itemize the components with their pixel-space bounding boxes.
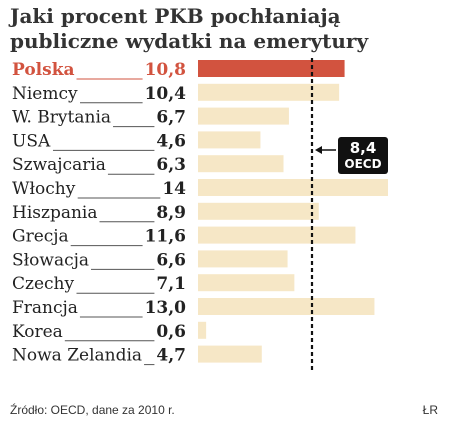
category-label-czechy: Czechy <box>12 274 74 294</box>
bar-rows: Polska 10,8 Niemcy 10,4 W. Brytania 6,7 USA 4,6… <box>12 60 388 366</box>
bar-hiszpania <box>198 202 319 220</box>
category-label-nowa-zelandia: Nowa Zelandia <box>12 346 142 366</box>
value-label-grecja: 11,6 <box>145 227 186 247</box>
bar-polska <box>198 60 345 77</box>
category-label-szwajcaria: Szwajcaria <box>12 155 106 175</box>
bar-usa <box>198 131 261 149</box>
bar-czechy <box>198 274 295 292</box>
category-label-francja: Francja <box>12 298 78 318</box>
category-label-niemcy: Niemcy <box>12 84 78 104</box>
chart-title-line-1: Jaki procent PKB pochłaniają <box>8 4 341 28</box>
category-label-grecja: Grecja <box>12 227 69 247</box>
category-label-usa: USA <box>12 131 51 151</box>
value-label-polska: 10,8 <box>145 60 186 80</box>
category-label-polska: Polska <box>12 60 75 80</box>
bar-w-brytania <box>198 107 289 125</box>
oecd-name-label: OECD <box>344 157 381 171</box>
value-label-francja: 13,0 <box>145 298 187 318</box>
chart-title-line-2: publiczne wydatki na emerytury <box>10 29 369 53</box>
value-label-czechy: 7,1 <box>156 274 186 294</box>
value-label-szwajcaria: 6,3 <box>156 155 186 175</box>
category-label-w-brytania: W. Brytania <box>12 108 111 128</box>
bar-niemcy <box>198 83 340 101</box>
category-label-włochy: Włochy <box>12 179 76 199</box>
bar-słowacja <box>198 250 288 268</box>
oecd-arrow-head <box>315 146 322 154</box>
bar-nowa-zelandia <box>198 345 262 363</box>
category-label-hiszpania: Hiszpania <box>12 203 97 223</box>
bar-szwajcaria <box>198 155 284 173</box>
bar-włochy <box>198 179 388 196</box>
author-credit: ŁR <box>423 403 439 417</box>
bar-francja <box>198 298 375 315</box>
bar-korea <box>198 321 207 339</box>
value-label-usa: 4,6 <box>156 131 186 151</box>
category-label-korea: Korea <box>12 322 63 342</box>
value-label-włochy: 14 <box>162 179 186 199</box>
value-label-korea: 0,6 <box>156 322 186 342</box>
oecd-label-box <box>338 137 388 174</box>
category-label-słowacja: Słowacja <box>12 250 89 270</box>
bar-grecja <box>198 226 356 244</box>
source-note: Źródło: OECD, dane za 2010 r. <box>10 402 175 417</box>
value-label-nowa-zelandia: 4,7 <box>156 346 186 366</box>
oecd-value-label: 8,4 <box>350 139 377 157</box>
value-label-w-brytania: 6,7 <box>156 108 186 128</box>
value-label-słowacja: 6,6 <box>156 250 186 270</box>
value-label-niemcy: 10,4 <box>145 84 187 104</box>
value-label-hiszpania: 8,9 <box>156 203 186 223</box>
